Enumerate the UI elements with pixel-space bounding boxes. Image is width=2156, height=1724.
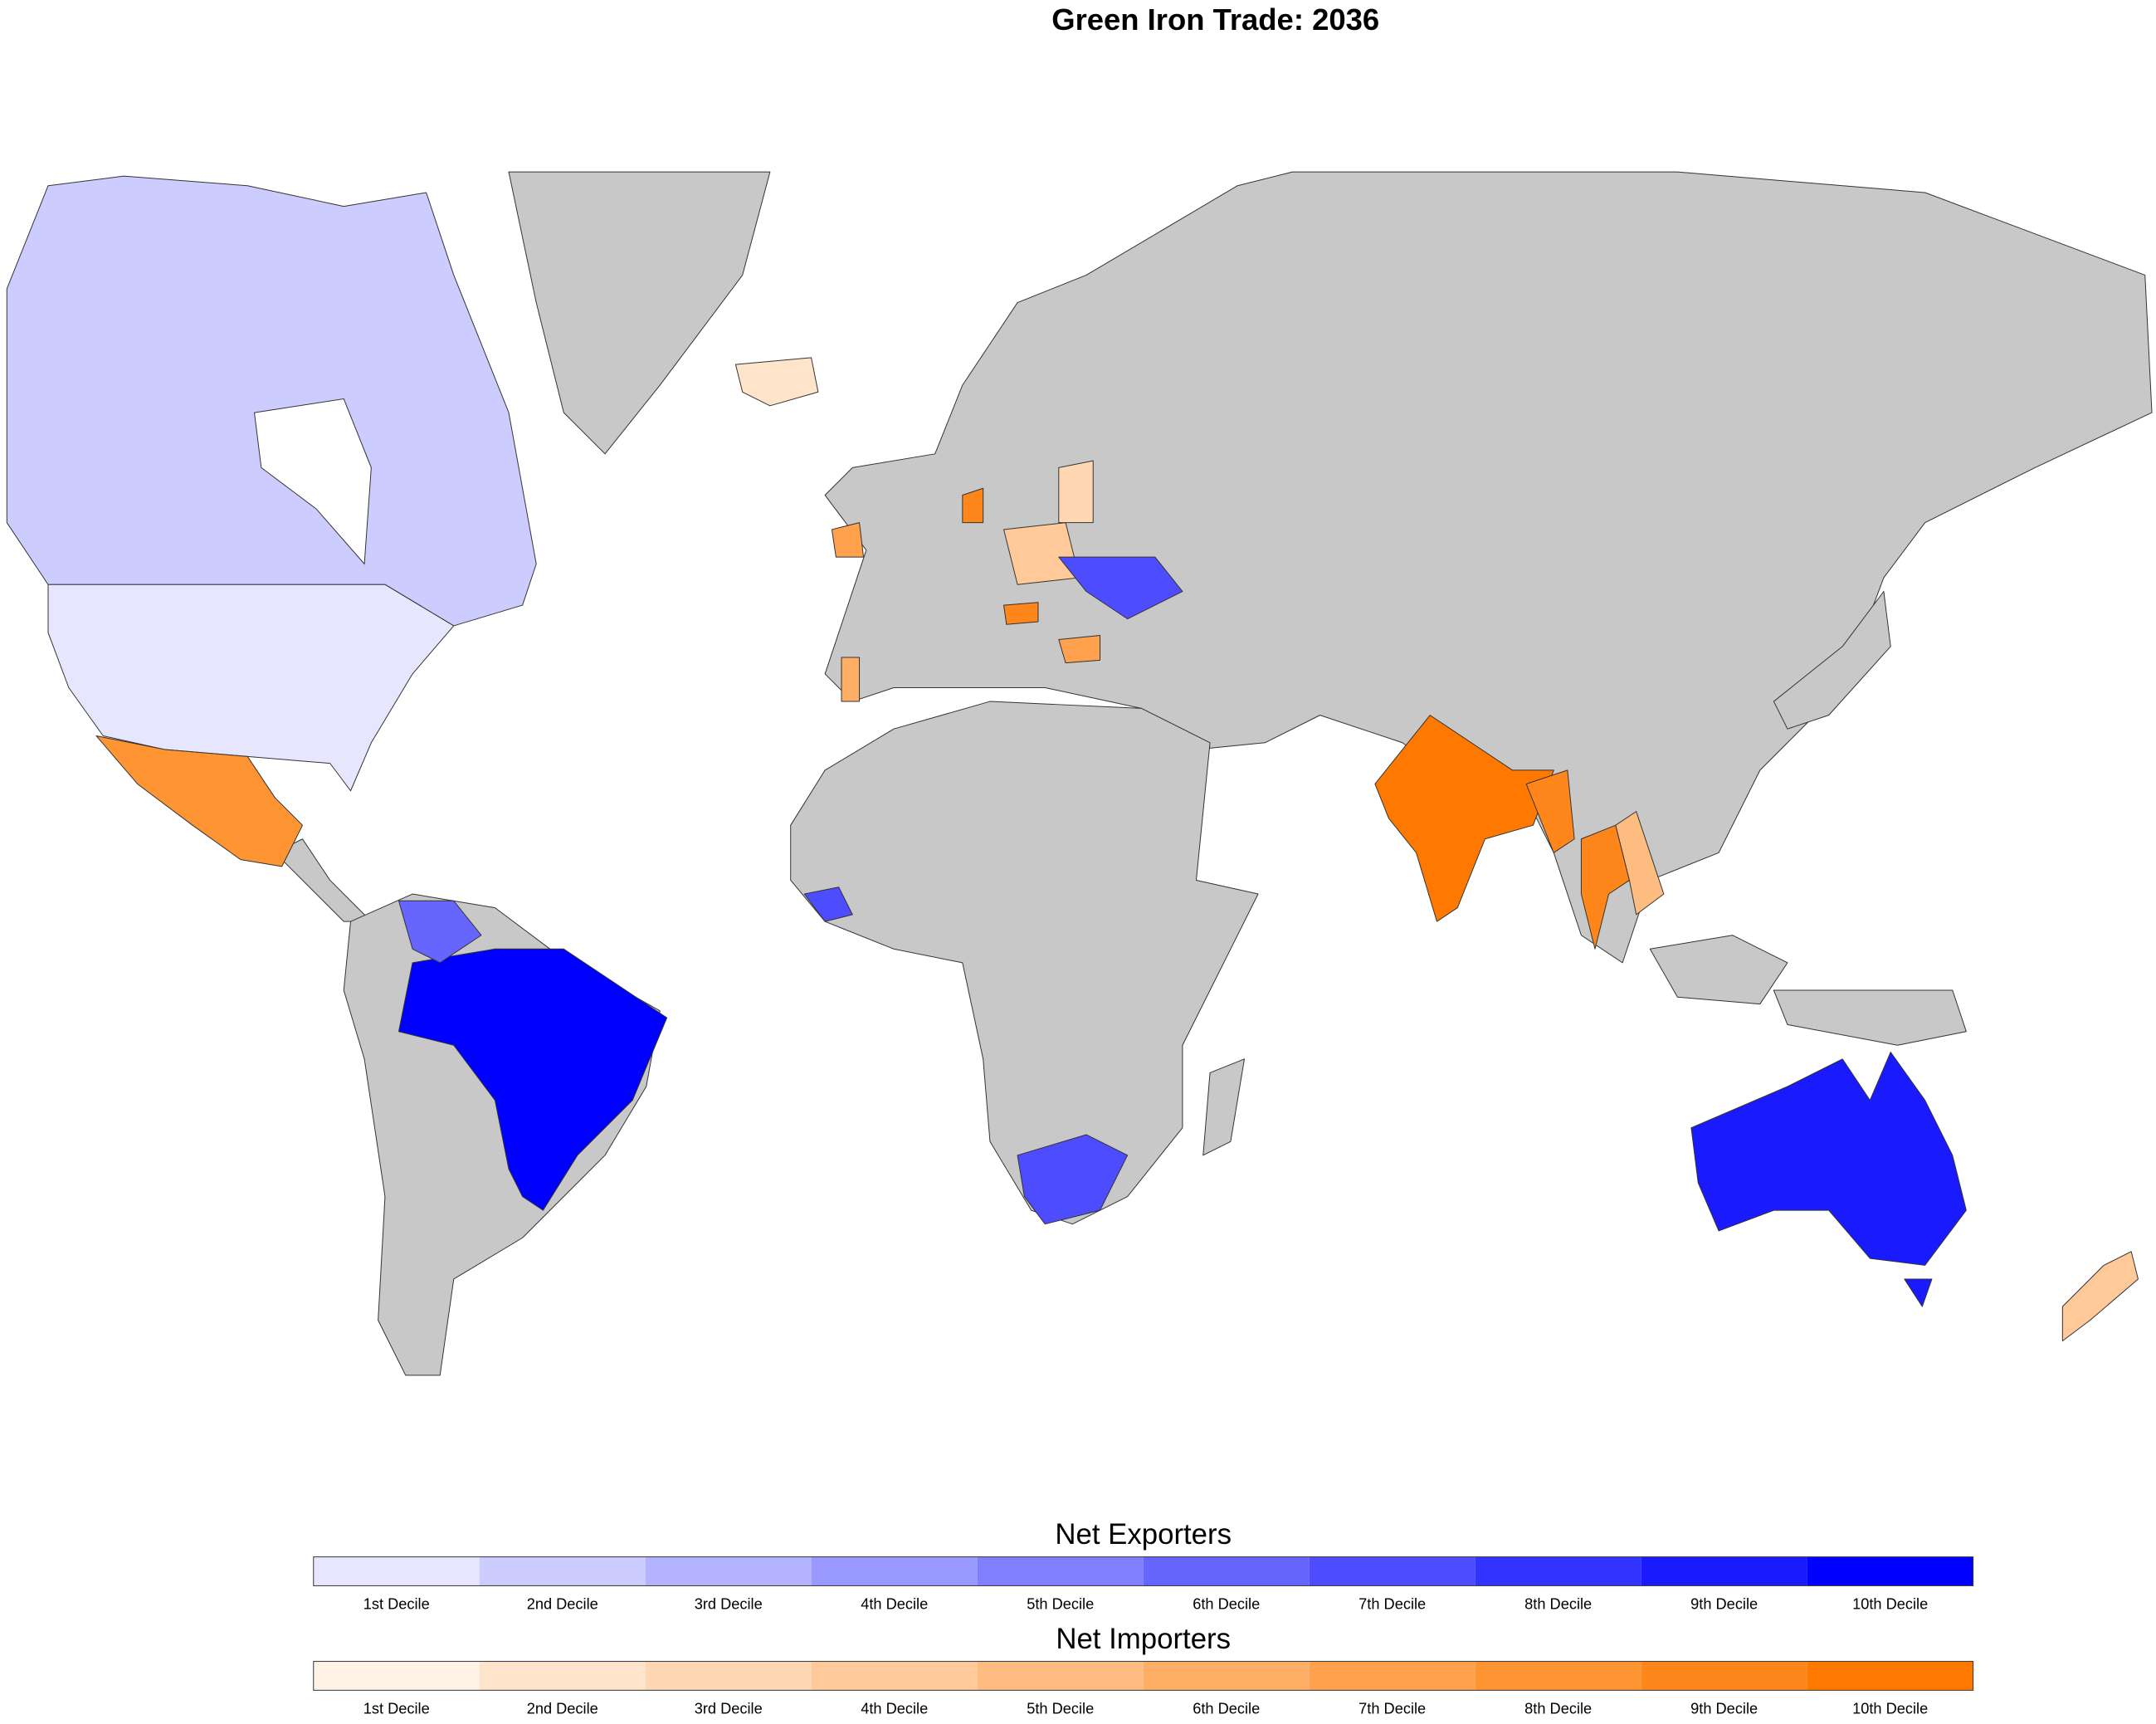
legend-title: Net Exporters [1055,1519,1232,1551]
legend-frame [313,1661,1974,1691]
new-guinea [1773,989,1967,1046]
legend-label: 7th Decile [1358,1700,1426,1717]
country [2061,1251,2139,1342]
japan [1773,591,1891,730]
country [6,175,537,627]
hudson-bay [253,398,372,565]
legend-swatch [1143,1661,1310,1691]
legend-swatch [1309,1661,1476,1691]
country [831,522,865,558]
legend-label: 4th Decile [861,1595,928,1612]
legend-swatch [479,1661,646,1691]
legend-frame [313,1556,1974,1586]
legend-label: 7th Decile [1358,1595,1426,1612]
legend-swatch [645,1556,812,1586]
legend-swatch [479,1556,646,1586]
country [398,948,668,1211]
madagascar [1202,1058,1245,1156]
legend-swatch [1475,1556,1641,1586]
country [47,584,455,792]
legend-swatch [1807,1556,1973,1586]
country [1904,1278,1933,1307]
legend-label: 5th Decile [1027,1595,1094,1612]
country [1615,811,1665,916]
legend-swatch [1641,1556,1807,1586]
country [841,657,861,702]
legend-label: 8th Decile [1524,1595,1592,1612]
country [95,735,304,867]
country [1017,1134,1129,1225]
legend-swatch [1807,1661,1973,1691]
legend-swatch [977,1661,1144,1691]
legend-title: Net Importers [1056,1624,1231,1655]
borneo [1649,935,1788,1005]
legend-swatch [811,1661,978,1691]
world-map [6,171,2153,1376]
country [803,886,853,922]
legend-label: 6th Decile [1193,1595,1260,1612]
legend-swatch [1143,1556,1310,1586]
country [1690,1052,1967,1266]
legend-label: 2nd Decile [527,1595,598,1612]
legend-label: 4th Decile [861,1700,928,1717]
legend-label: 1st Decile [363,1700,430,1717]
africa [790,701,1259,1225]
legend-label: 9th Decile [1690,1595,1758,1612]
legend-label: 6th Decile [1193,1700,1260,1717]
legend-label: 1st Decile [363,1595,430,1612]
country [398,900,482,964]
legend-label: 10th Decile [1852,1700,1928,1717]
country [1058,635,1101,664]
central-america [274,838,372,922]
country [1058,556,1183,620]
country [1374,715,1554,922]
legend-label: 9th Decile [1690,1700,1758,1717]
legend: Net Exporters 1st Decile 2nd Decile 3rd Dec… [313,1519,1974,1717]
legend-swatch [1309,1556,1476,1586]
country [962,487,984,524]
legend-swatch [977,1556,1144,1586]
legend-label: 3rd Decile [695,1595,763,1612]
country [1525,769,1575,853]
map-title: Green Iron Trade: 2036 [1051,2,1379,37]
eurasia [824,171,2153,964]
country [734,357,819,407]
legend-swatch [313,1556,480,1586]
country [1058,460,1094,524]
legend-label: 5th Decile [1027,1700,1094,1717]
legend-swatch [811,1556,978,1586]
legend-swatch [645,1661,812,1691]
legend-label: 8th Decile [1524,1700,1592,1717]
legend-swatch [1475,1661,1641,1691]
legend-swatch [1641,1661,1807,1691]
legend-label: 2nd Decile [527,1700,598,1717]
country [1003,522,1080,585]
greenland [508,171,771,455]
legend-swatch [313,1661,480,1691]
legend-label: 3rd Decile [695,1700,763,1717]
country [1003,602,1039,625]
legend-label: 10th Decile [1852,1595,1928,1612]
